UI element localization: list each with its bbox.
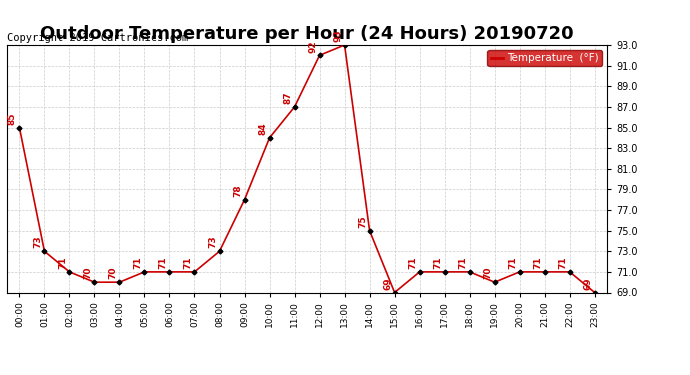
- Text: 71: 71: [408, 256, 417, 269]
- Text: 71: 71: [183, 256, 192, 269]
- Text: 73: 73: [33, 236, 42, 249]
- Text: 71: 71: [58, 256, 67, 269]
- Text: 69: 69: [383, 277, 392, 290]
- Text: 70: 70: [108, 267, 117, 279]
- Text: 73: 73: [208, 236, 217, 249]
- Text: 71: 71: [133, 256, 142, 269]
- Text: 71: 71: [509, 256, 518, 269]
- Text: 71: 71: [458, 256, 467, 269]
- Text: 70: 70: [83, 267, 92, 279]
- Text: 71: 71: [158, 256, 167, 269]
- Text: 70: 70: [483, 267, 492, 279]
- Text: 87: 87: [283, 92, 292, 104]
- Text: 84: 84: [258, 122, 267, 135]
- Text: 85: 85: [8, 112, 17, 125]
- Text: 71: 71: [558, 256, 567, 269]
- Legend: Temperature  (°F): Temperature (°F): [487, 50, 602, 66]
- Text: Copyright 2019 Cartronics.com: Copyright 2019 Cartronics.com: [7, 33, 188, 42]
- Text: 71: 71: [433, 256, 442, 269]
- Text: 69: 69: [583, 277, 592, 290]
- Text: 92: 92: [308, 40, 317, 53]
- Text: 93: 93: [333, 30, 342, 42]
- Text: 75: 75: [358, 215, 367, 228]
- Text: 78: 78: [233, 184, 242, 197]
- Text: 71: 71: [533, 256, 542, 269]
- Title: Outdoor Temperature per Hour (24 Hours) 20190720: Outdoor Temperature per Hour (24 Hours) …: [40, 26, 574, 44]
